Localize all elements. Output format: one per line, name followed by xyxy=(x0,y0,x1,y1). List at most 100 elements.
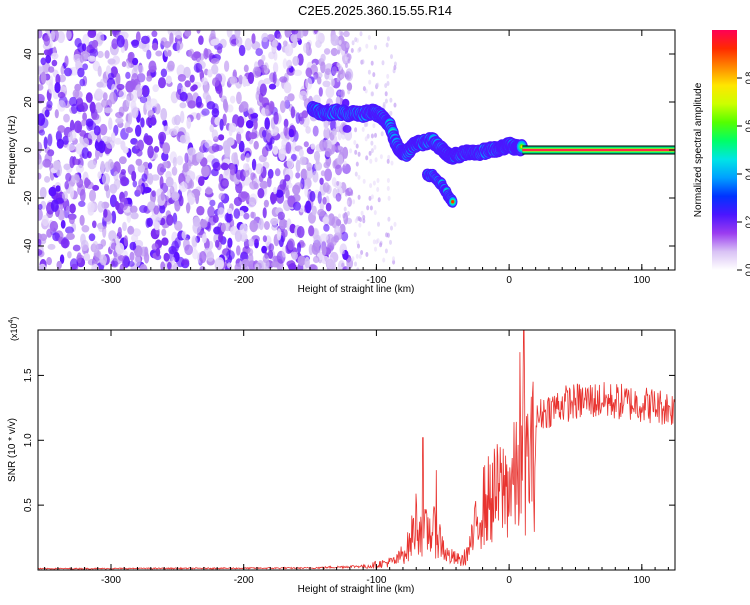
noise-speckle xyxy=(309,190,316,202)
noise-speckle xyxy=(386,186,390,191)
y-tick-label: -20 xyxy=(23,190,34,205)
noise-speckle xyxy=(176,40,181,54)
noise-speckle xyxy=(286,158,294,169)
noise-speckle xyxy=(135,124,142,137)
noise-speckle xyxy=(211,129,219,140)
noise-speckle xyxy=(270,129,278,137)
noise-speckle xyxy=(99,123,108,136)
noise-speckle xyxy=(352,199,356,205)
noise-speckle xyxy=(367,69,371,75)
noise-speckle xyxy=(284,30,292,38)
noise-speckle xyxy=(281,245,287,258)
noise-speckle xyxy=(324,168,332,182)
noise-speckle xyxy=(138,64,144,74)
noise-speckle xyxy=(331,66,337,76)
noise-speckle xyxy=(348,186,352,192)
noise-speckle xyxy=(305,200,312,214)
noise-speckle xyxy=(353,232,357,238)
noise-speckle xyxy=(354,171,358,177)
x-tick-label: -100 xyxy=(366,575,386,586)
colorbar-tick-label: 0.6 xyxy=(744,120,750,133)
noise-speckle xyxy=(371,91,374,97)
noise-speckle xyxy=(343,30,350,38)
noise-speckle xyxy=(333,235,339,243)
noise-speckle xyxy=(74,90,83,99)
snr-series xyxy=(38,330,675,570)
noise-speckle xyxy=(330,34,339,46)
noise-speckle xyxy=(151,42,159,51)
noise-speckle xyxy=(212,77,220,87)
noise-speckle xyxy=(127,52,133,63)
noise-speckle xyxy=(268,141,273,150)
noise-speckle xyxy=(386,73,390,79)
noise-speckle xyxy=(279,219,287,226)
colorbar-label: Normalized spectral amplitude xyxy=(693,82,704,217)
noise-speckle xyxy=(203,48,209,60)
noise-speckle xyxy=(243,169,250,178)
noise-speckle xyxy=(326,256,335,270)
noise-speckle xyxy=(261,130,267,138)
noise-speckle xyxy=(184,152,189,164)
noise-speckle xyxy=(127,260,135,267)
noise-speckle xyxy=(64,67,72,77)
noise-speckle xyxy=(252,66,261,78)
noise-speckle xyxy=(215,239,220,248)
noise-speckle xyxy=(366,205,370,211)
noise-speckle xyxy=(181,230,187,240)
noise-speckle xyxy=(176,64,186,78)
noise-speckle xyxy=(38,30,43,39)
noise-speckle xyxy=(57,91,66,99)
noise-speckle xyxy=(46,100,53,109)
noise-speckle xyxy=(89,203,98,211)
noise-speckle xyxy=(120,169,127,175)
noise-speckle xyxy=(284,44,294,57)
noise-speckle xyxy=(233,196,242,207)
noise-speckle xyxy=(374,132,377,138)
noise-speckle xyxy=(72,244,81,252)
noise-speckle xyxy=(147,145,154,159)
noise-speckle xyxy=(382,257,386,263)
noise-speckle xyxy=(60,65,65,75)
noise-speckle xyxy=(375,83,379,88)
noise-speckle xyxy=(337,154,344,166)
noise-speckle xyxy=(227,262,232,269)
noise-speckle xyxy=(125,95,131,108)
noise-speckle xyxy=(145,218,151,228)
snr-frame xyxy=(37,329,676,571)
noise-speckle xyxy=(196,112,201,121)
noise-speckle xyxy=(40,71,47,84)
noise-speckle xyxy=(130,39,140,47)
noise-speckle xyxy=(372,239,376,245)
tail-band xyxy=(522,149,675,151)
noise-speckle xyxy=(97,65,102,77)
noise-speckle xyxy=(273,111,279,125)
noise-speckle xyxy=(379,242,383,248)
noise-speckle xyxy=(142,186,152,194)
noise-speckle xyxy=(166,176,172,187)
noise-speckle xyxy=(263,78,272,85)
noise-speckle xyxy=(218,192,225,201)
noise-speckle xyxy=(82,33,90,47)
noise-speckle xyxy=(377,197,381,203)
noise-speckle xyxy=(290,106,296,119)
noise-speckle xyxy=(61,191,68,202)
noise-speckle xyxy=(119,197,129,211)
noise-speckle xyxy=(283,118,289,128)
noise-speckle xyxy=(341,262,345,268)
noise-speckle xyxy=(218,134,225,141)
noise-speckle xyxy=(151,190,156,198)
noise-speckle xyxy=(161,237,169,246)
noise-speckle xyxy=(40,57,47,66)
noise-speckle xyxy=(206,101,216,110)
noise-speckle xyxy=(115,201,120,211)
noise-speckle xyxy=(109,91,117,105)
noise-speckle xyxy=(198,176,205,187)
noise-speckle xyxy=(171,240,180,254)
noise-speckle xyxy=(390,160,394,166)
noise-speckle xyxy=(386,158,390,164)
colorbar-tick-label: 0.2 xyxy=(744,216,750,229)
noise-speckle xyxy=(253,140,259,150)
y-tick-label: 40 xyxy=(23,48,34,60)
noise-speckle xyxy=(224,60,230,72)
noise-speckle xyxy=(187,192,195,204)
